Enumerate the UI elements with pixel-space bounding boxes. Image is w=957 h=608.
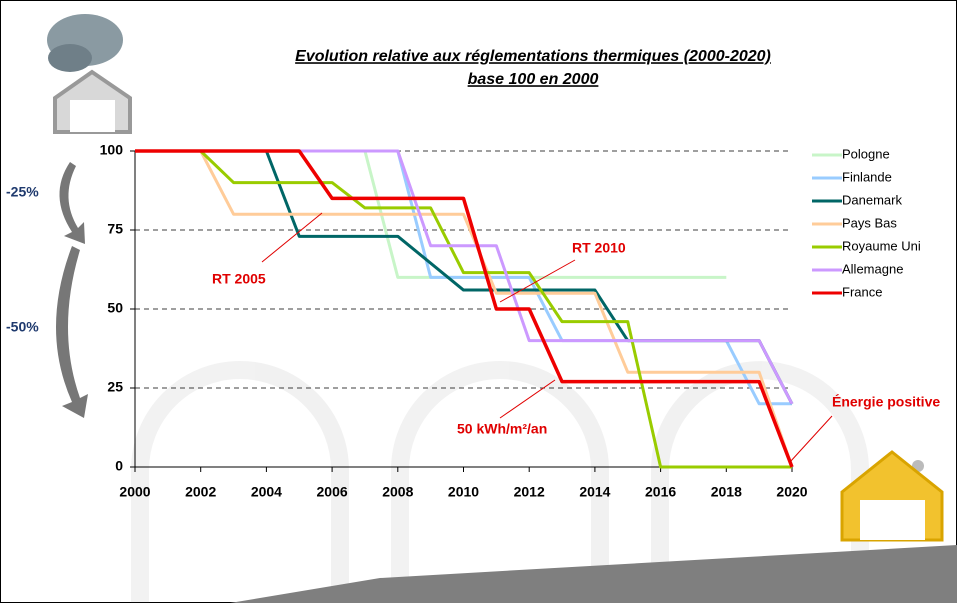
reduction-arrows — [56, 162, 88, 418]
legend-label: Royaume Uni — [842, 238, 921, 253]
annotation: Énergie positive — [832, 394, 940, 410]
legend-label: Danemark — [842, 192, 902, 207]
background-arches — [131, 361, 869, 603]
y-tick-label: 0 — [115, 458, 123, 474]
annotation: 50 kWh/m²/an — [457, 421, 547, 437]
chart-subtitle: base 100 en 2000 — [468, 71, 599, 88]
y-tick-label: 75 — [107, 221, 123, 237]
legend-label: France — [842, 284, 882, 299]
annotation: -25% — [6, 184, 39, 200]
x-tick-label: 2008 — [382, 484, 413, 500]
x-tick-label: 2006 — [317, 484, 348, 500]
x-tick-label: 2020 — [776, 484, 807, 500]
x-tick-label: 2012 — [514, 484, 545, 500]
annotation: RT 2005 — [212, 271, 266, 287]
legend-label: Finlande — [842, 169, 892, 184]
series-line — [135, 149, 792, 406]
x-tick-label: 2016 — [645, 484, 676, 500]
x-tick-label: 2000 — [119, 484, 150, 500]
footer-band — [230, 545, 957, 603]
house-icon-grey — [47, 14, 132, 134]
series-line — [135, 149, 794, 468]
annotation-pointers — [261, 212, 833, 463]
x-tick-label: 2004 — [251, 484, 282, 500]
x-tick-label: 2002 — [185, 484, 216, 500]
y-tick-label: 100 — [100, 142, 124, 158]
legend-label: Pays Bas — [842, 215, 897, 230]
series-line — [135, 149, 794, 468]
house-icon-gold — [840, 450, 944, 542]
x-tick-label: 2010 — [448, 484, 479, 500]
series-line — [135, 149, 794, 405]
annotation: -50% — [6, 319, 39, 335]
x-tick-label: 2018 — [711, 484, 742, 500]
x-tick-label: 2014 — [579, 484, 610, 500]
plot: 0 25 50 75 100 2000 2002 2004 2006 2008 2010 2012 20… — [100, 142, 808, 500]
y-tick-label: 50 — [107, 300, 123, 316]
legend-label: Pologne — [842, 146, 890, 161]
annotation: RT 2010 — [572, 240, 626, 256]
chart-title: Evolution relative aux réglementations t… — [295, 48, 771, 65]
y-tick-label: 25 — [107, 379, 123, 395]
series-line — [135, 149, 792, 469]
legend-label: Allemagne — [842, 261, 903, 276]
